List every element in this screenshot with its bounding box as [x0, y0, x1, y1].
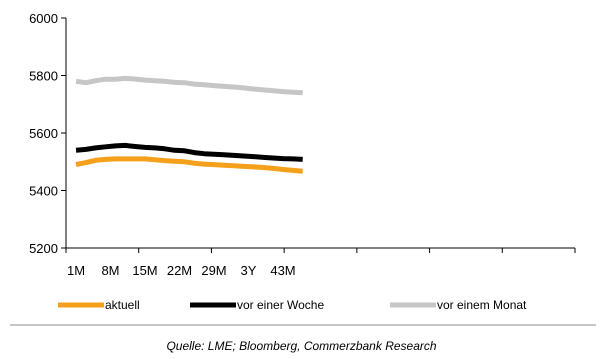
y-tick-label: 5600	[29, 126, 58, 141]
series-line-0	[75, 156, 303, 174]
x-tick-label: 43M	[270, 263, 295, 278]
y-tick-layer: 5200 5400 5600 5800 6000	[29, 11, 66, 256]
series-layer	[75, 75, 303, 174]
x-tick-layer: 1M 8M 15M 22M 29M 3Y 43M	[65, 248, 576, 278]
legend-label-1: vor einer Woche	[237, 298, 324, 312]
x-tick-label: 22M	[167, 263, 192, 278]
legend: aktuell vor einer Woche vor einem Monat	[58, 298, 527, 312]
legend-label-2: vor einem Monat	[437, 298, 527, 312]
y-tick-label: 5800	[29, 69, 58, 84]
x-tick-label: 1M	[67, 263, 85, 278]
y-tick-label: 5400	[29, 184, 58, 199]
x-tick-label: 8M	[101, 263, 119, 278]
y-tick-label: 5200	[29, 241, 58, 256]
x-tick-label: 3Y	[241, 263, 257, 278]
x-tick-label: 15M	[132, 263, 157, 278]
source-note: Quelle: LME; Bloomberg, Commerzbank Rese…	[166, 339, 437, 353]
series-line-1	[75, 142, 303, 162]
y-tick-label: 6000	[29, 11, 58, 26]
legend-label-0: aktuell	[105, 298, 140, 312]
x-tick-label: 29M	[201, 263, 226, 278]
series-line-2	[75, 75, 303, 96]
